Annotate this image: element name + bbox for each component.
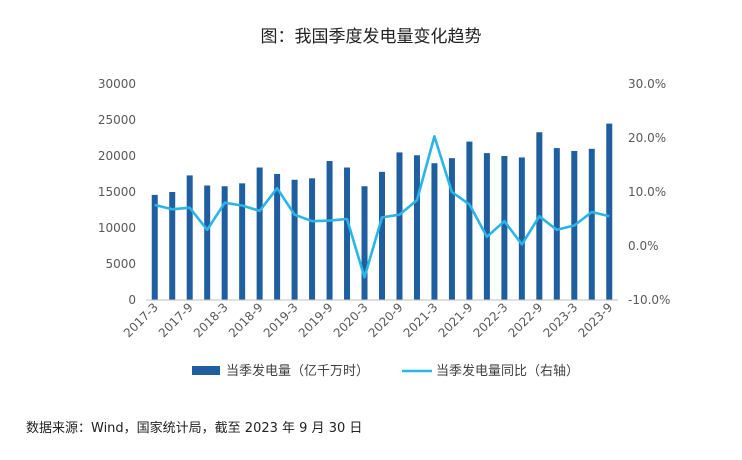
bar-2018-6 bbox=[239, 183, 246, 300]
y-left-tick-label: 20000 bbox=[98, 149, 136, 163]
legend-line-label: 当季发电量同比（右轴） bbox=[436, 363, 579, 379]
y-left-tick-label: 25000 bbox=[98, 113, 136, 127]
bar-2021-12 bbox=[483, 153, 490, 300]
bar-2021-3 bbox=[431, 163, 438, 300]
x-tick-label: 2019-3 bbox=[261, 300, 301, 340]
x-tick-label: 2022-9 bbox=[505, 300, 545, 340]
chart-title: 图：我国季度发电量变化趋势 bbox=[260, 27, 482, 47]
bar-2019-9 bbox=[326, 161, 333, 300]
x-tick-label: 2020-3 bbox=[331, 300, 371, 340]
x-tick-label: 2021-3 bbox=[401, 300, 441, 340]
x-tick-label: 2020-9 bbox=[366, 300, 406, 340]
legend: 当季发电量（亿千万时） 当季发电量同比（右轴） bbox=[192, 363, 579, 379]
bar-2019-6 bbox=[309, 178, 316, 300]
y-left-tick-label: 5000 bbox=[105, 257, 136, 271]
legend-bar-label: 当季发电量（亿千万时） bbox=[226, 363, 369, 379]
bar-2023-6 bbox=[588, 148, 595, 300]
bar-2023-9 bbox=[606, 123, 613, 300]
x-tick-label: 2017-9 bbox=[156, 300, 196, 340]
bar-2019-12 bbox=[344, 167, 351, 300]
bar-2018-3 bbox=[221, 186, 228, 300]
bar-2021-6 bbox=[448, 158, 455, 300]
bar-2020-9 bbox=[396, 152, 403, 300]
y-right-tick-label: 30.0% bbox=[628, 77, 666, 91]
bar-2020-12 bbox=[413, 155, 420, 300]
bar-2017-9 bbox=[186, 175, 193, 300]
y-left-tick-label: 15000 bbox=[98, 185, 136, 199]
y-right-tick-label: 0.0% bbox=[628, 239, 659, 253]
source-note: 数据来源：Wind，国家统计局，截至 2023 年 9 月 30 日 bbox=[26, 421, 363, 436]
x-tick-label: 2022-3 bbox=[471, 300, 511, 340]
x-tick-label: 2017-3 bbox=[121, 300, 161, 340]
y-right-tick-label: 10.0% bbox=[628, 185, 666, 199]
bar-2022-12 bbox=[553, 148, 560, 300]
chart-plot: 0 5000 10000 15000 20000 25000 30000 -10.0% 0.0%… bbox=[98, 77, 671, 379]
bar-2018-9 bbox=[256, 167, 263, 300]
bar-2022-3 bbox=[501, 156, 508, 300]
bars-layer bbox=[151, 123, 613, 300]
bar-2017-6 bbox=[169, 192, 176, 300]
bar-2017-3 bbox=[151, 194, 158, 300]
bar-2022-6 bbox=[518, 157, 525, 300]
bar-2020-6 bbox=[379, 171, 385, 300]
x-tick-label: 2018-3 bbox=[191, 300, 231, 340]
bar-2019-3 bbox=[291, 179, 298, 300]
x-tick-label: 2018-9 bbox=[226, 300, 266, 340]
bar-2021-9 bbox=[466, 141, 473, 300]
y-right-tick-label: 20.0% bbox=[628, 131, 666, 145]
bar-2020-3 bbox=[361, 186, 368, 300]
line-layer bbox=[154, 135, 610, 279]
bar-2018-12 bbox=[274, 174, 281, 300]
y-right-tick-label: -10.0% bbox=[628, 293, 670, 307]
x-tick-label: 2021-9 bbox=[436, 300, 476, 340]
bar-2017-12 bbox=[204, 185, 211, 300]
yoy-line bbox=[154, 135, 610, 279]
legend-bar-swatch bbox=[192, 366, 220, 375]
y-left-tick-label: 10000 bbox=[98, 221, 136, 235]
x-tick-label: 2019-9 bbox=[296, 300, 336, 340]
y-left-tick-label: 0 bbox=[128, 293, 136, 307]
x-tick-label: 2023-3 bbox=[540, 300, 580, 340]
y-left-tick-label: 30000 bbox=[98, 77, 136, 91]
x-tick-label: 2023-9 bbox=[575, 300, 615, 340]
